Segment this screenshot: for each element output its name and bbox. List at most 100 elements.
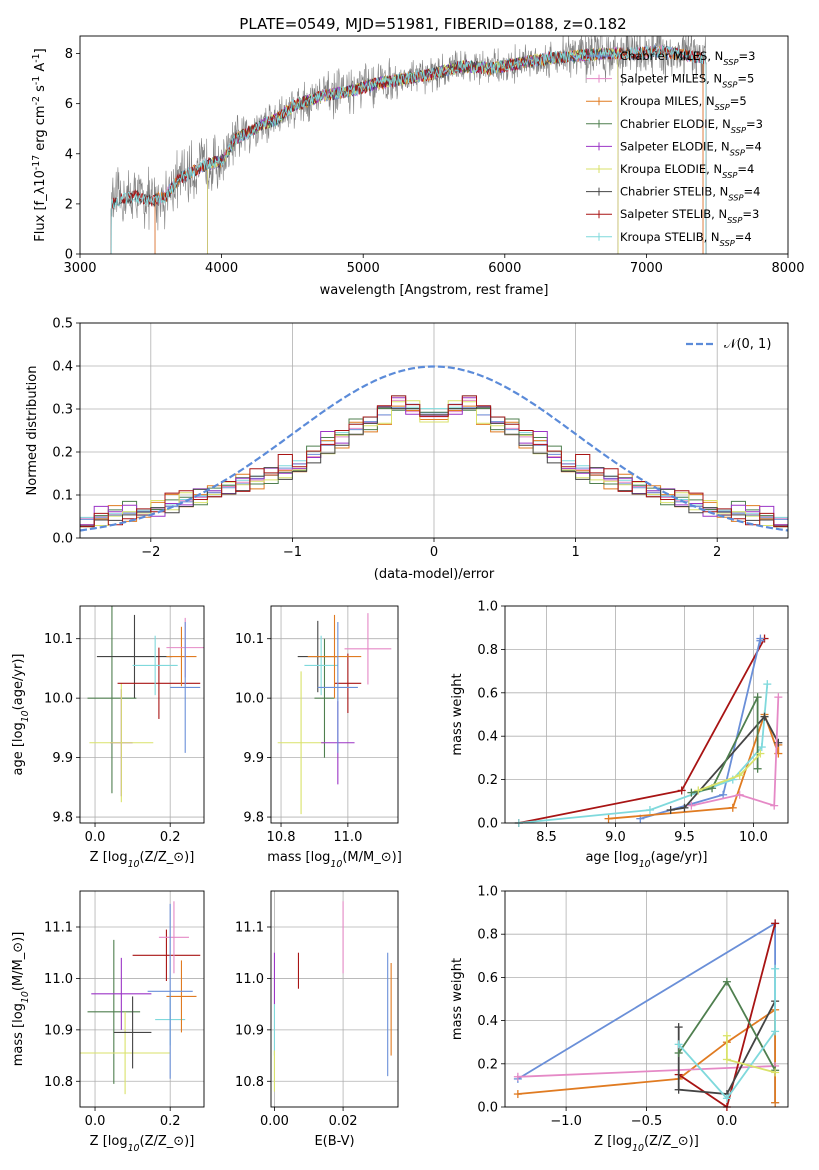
- y-tick-label: 0.2: [477, 773, 498, 788]
- x-tick-label: 9.0: [605, 830, 626, 845]
- mass-weight-line: [678, 923, 776, 1107]
- y-tick-label: 11.1: [235, 921, 264, 936]
- residuals-panel: −2 −1 0 1 2 0.0 0.1 0.2 0.3 0.4 0.5 (data-model)/er…: [25, 317, 789, 582]
- x-tick-label: 11.0: [333, 830, 362, 845]
- figure-title: PLATE=0549, MJD=51981, FIBERID=0188, z=0…: [239, 15, 626, 33]
- y-tick-label: 0.8: [477, 928, 498, 943]
- x-tick-label: −0.5: [631, 1114, 663, 1129]
- x-tick-label: 0.00: [260, 1114, 289, 1129]
- mass-vs-metallicity-panel: 0.0 0.2 10.8 10.9 11.0 11.1 Z [log10(Z/Z_⊙)] ma…: [11, 890, 205, 1154]
- x-axis-label: wavelength [Angstrom, rest frame]: [320, 283, 549, 298]
- spectrum-model-line: [110, 46, 707, 254]
- plot-frame: [504, 605, 789, 824]
- plot-frame: [79, 35, 789, 255]
- x-tick-label: 1: [571, 545, 579, 560]
- x-tick-label: 4000: [205, 261, 238, 276]
- x-tick-label: 9.5: [674, 830, 695, 845]
- plot-frame: [79, 322, 789, 539]
- legend-label: Salpeter MILES, NSSP=5: [620, 72, 754, 90]
- y-tick-label: 0.4: [477, 730, 498, 745]
- legend-label: Salpeter ELODIE, NSSP=4: [620, 139, 762, 157]
- legend-label: Kroupa ELODIE, NSSP=4: [620, 162, 754, 180]
- x-tick-label: 10.0: [739, 830, 768, 845]
- legend-label: Kroupa MILES, NSSP=5: [620, 94, 747, 112]
- x-axis-label: Z [log10(Z/Z_⊙)]: [594, 1134, 699, 1154]
- y-tick-label: 0.8: [477, 643, 498, 658]
- y-tick-label: 0.3: [52, 403, 73, 418]
- y-tick-label: 10.0: [44, 692, 73, 707]
- residual-histogram: [80, 408, 788, 528]
- y-tick-label: 0.2: [52, 446, 73, 461]
- x-tick-label: 0.0: [85, 1114, 106, 1129]
- y-tick-label: 0.6: [477, 686, 498, 701]
- mass-weight-vs-age-panel: 8.5 9.0 9.5 10.0 0.0 0.2 0.4 0.6 0.8 1.0 age [log1…: [450, 600, 789, 870]
- age-vs-metallicity-panel: 0.0 0.2 9.8 9.9 10.0 10.1 Z [log10(Z/Z_⊙)] age …: [11, 605, 205, 870]
- y-tick-label: 0.4: [477, 1014, 498, 1029]
- plot-frame: [504, 890, 789, 1108]
- y-tick-label: 0.4: [52, 360, 73, 375]
- age-vs-mass-panel: 10.8 11.0 9.8 9.9 10.0 10.1 mass [log10(M/M_⊙)…: [235, 605, 402, 870]
- mass-weight-vs-metallicity-panel: −1.0 −0.5 0.0 0.0 0.2 0.4 0.6 0.8 1.0 Z [log10(Z/…: [450, 885, 789, 1154]
- plot-frame: [79, 605, 205, 824]
- x-tick-label: 0: [430, 545, 438, 560]
- mass-weight-line: [518, 638, 766, 823]
- x-tick-label: 8000: [771, 261, 804, 276]
- y-tick-label: 10.0: [235, 692, 264, 707]
- y-axis-label: mass [log10(M/M_⊙)]: [11, 932, 31, 1067]
- x-tick-label: 0.0: [717, 1114, 738, 1129]
- legend-label: 𝒩(0, 1): [724, 337, 771, 352]
- x-tick-label: −2: [141, 545, 160, 560]
- mass-weight-line: [691, 697, 780, 807]
- x-tick-label: 0.02: [329, 1114, 358, 1129]
- x-tick-label: 10.8: [267, 830, 296, 845]
- y-tick-label: 10.8: [44, 1075, 73, 1090]
- x-tick-label: 2: [713, 545, 721, 560]
- x-tick-label: 6000: [488, 261, 521, 276]
- x-axis-label: Z [log10(Z/Z_⊙)]: [90, 850, 195, 870]
- x-tick-label: 0.2: [160, 1114, 181, 1129]
- y-axis-label: Flux [f_λ10-17 erg cm-2 s-1 A-1]: [31, 48, 49, 241]
- y-tick-label: 9.9: [52, 751, 73, 766]
- x-tick-label: 7000: [630, 261, 663, 276]
- y-tick-label: 1.0: [477, 600, 498, 615]
- y-tick-label: 9.8: [243, 811, 264, 826]
- residual-histogram: [80, 406, 788, 527]
- x-tick-label: −1: [283, 545, 302, 560]
- legend-label: Chabrier ELODIE, NSSP=3: [620, 117, 763, 135]
- x-axis-label: Z [log10(Z/Z_⊙)]: [90, 1134, 195, 1154]
- x-tick-label: 0.2: [160, 830, 181, 845]
- y-tick-label: 11.0: [235, 972, 264, 987]
- y-tick-label: 0.0: [52, 532, 73, 547]
- y-tick-label: 1.0: [477, 885, 498, 900]
- gaussian-curve: [79, 365, 789, 532]
- y-tick-label: 10.1: [235, 632, 264, 647]
- legend-label: Salpeter STELIB, NSSP=3: [620, 207, 759, 225]
- y-tick-label: 0: [65, 248, 73, 263]
- y-tick-label: 6: [65, 97, 73, 112]
- y-tick-label: 11.0: [44, 972, 73, 987]
- y-tick-label: 10.9: [235, 1023, 264, 1038]
- residual-histogram: [80, 395, 788, 528]
- mass-weight-line: [678, 968, 776, 1100]
- x-tick-label: 0.0: [85, 830, 106, 845]
- y-tick-label: 0.6: [477, 971, 498, 986]
- y-tick-label: 10.8: [235, 1075, 264, 1090]
- y-tick-label: 8: [65, 47, 73, 62]
- plot-frame: [79, 890, 205, 1108]
- y-tick-label: 0.0: [477, 1101, 498, 1116]
- legend-label: Kroupa STELIB, NSSP=4: [620, 230, 752, 248]
- x-tick-label: 3000: [63, 261, 96, 276]
- x-tick-label: −1.0: [550, 1114, 582, 1129]
- x-axis-label: mass [log10(M/M_⊙)]: [267, 850, 402, 870]
- x-axis-label: E(B-V): [314, 1134, 354, 1149]
- y-tick-label: 0.0: [477, 817, 498, 832]
- y-axis-label: age [log10(age/yr)]: [11, 653, 31, 775]
- y-tick-label: 0.2: [477, 1057, 498, 1072]
- mass-vs-ebv-panel: 0.00 0.02 10.8 10.9 11.0 11.1 E(B-V): [235, 890, 399, 1149]
- y-tick-label: 10.9: [44, 1023, 73, 1038]
- y-tick-label: 10.1: [44, 632, 73, 647]
- plot-frame: [270, 890, 399, 1108]
- spectrum-model-line: [110, 45, 707, 254]
- x-tick-label: 5000: [347, 261, 380, 276]
